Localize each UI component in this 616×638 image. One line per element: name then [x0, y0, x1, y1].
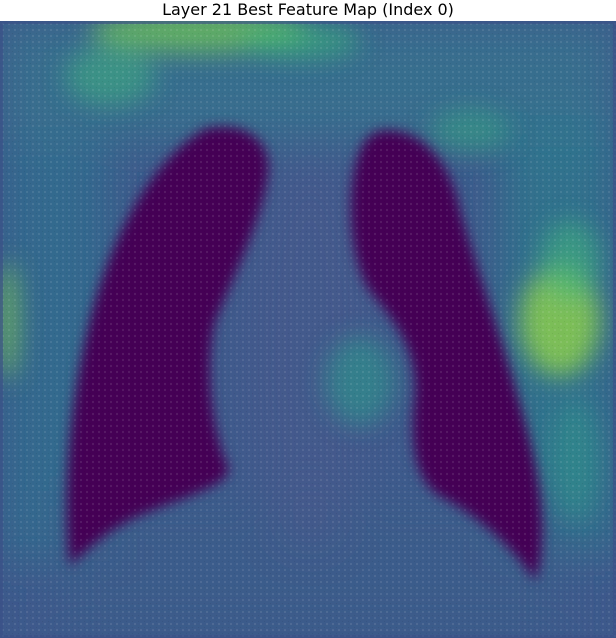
map-edge — [0, 21, 616, 638]
feature-map-image — [0, 21, 616, 638]
feature-map-svg — [0, 21, 616, 638]
map-texture — [0, 21, 616, 638]
figure-title: Layer 21 Best Feature Map (Index 0) — [162, 0, 454, 19]
